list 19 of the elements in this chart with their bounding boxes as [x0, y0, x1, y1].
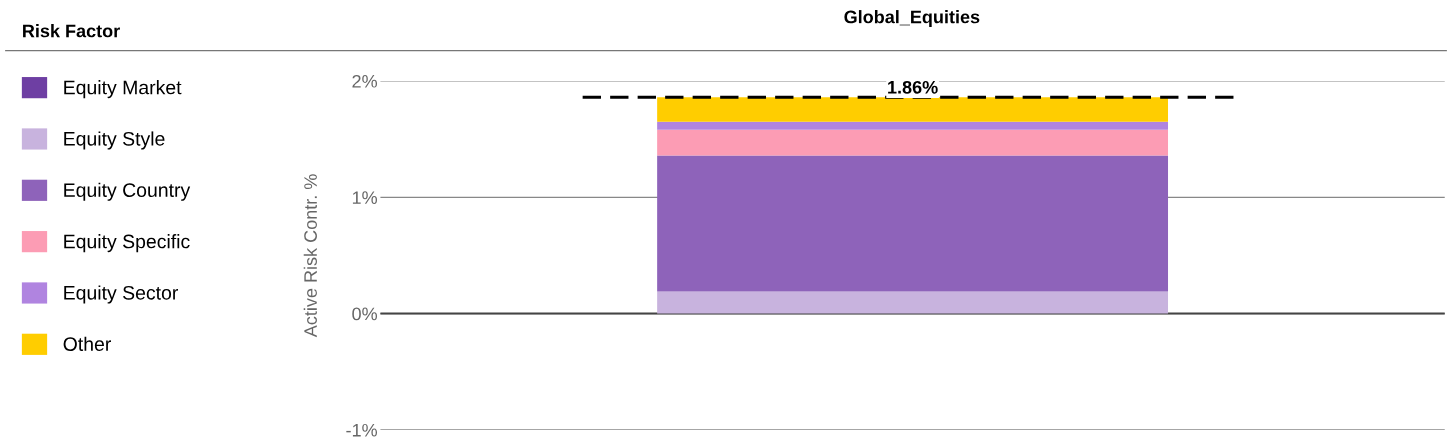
- bar: [657, 129, 1169, 156]
- legend-label: Equity Sector: [64, 285, 179, 304]
- legend-label: Equity Market: [64, 80, 182, 99]
- bar: [657, 121, 1169, 130]
- bar: [657, 97, 1169, 122]
- legend-label: Equity Style: [64, 131, 165, 150]
- legend-title: Risk Factor: [23, 24, 120, 38]
- bar: [657, 155, 1169, 292]
- y-axis-title: Active Risk Contr. %: [303, 174, 317, 338]
- legend-label: Equity Specific: [64, 234, 190, 253]
- bar: [657, 291, 1169, 314]
- y-tick-label: 0%: [352, 307, 377, 321]
- y-tick-label: 1%: [352, 191, 377, 204]
- legend-label: Equity Country: [64, 182, 191, 201]
- chart-title: Global_Equities: [844, 10, 980, 27]
- ref-line-label: 1.86%: [888, 80, 938, 94]
- legend-label: Other: [63, 336, 111, 352]
- y-tick-label: 2%: [352, 74, 377, 88]
- y-tick-label: -1%: [346, 423, 377, 437]
